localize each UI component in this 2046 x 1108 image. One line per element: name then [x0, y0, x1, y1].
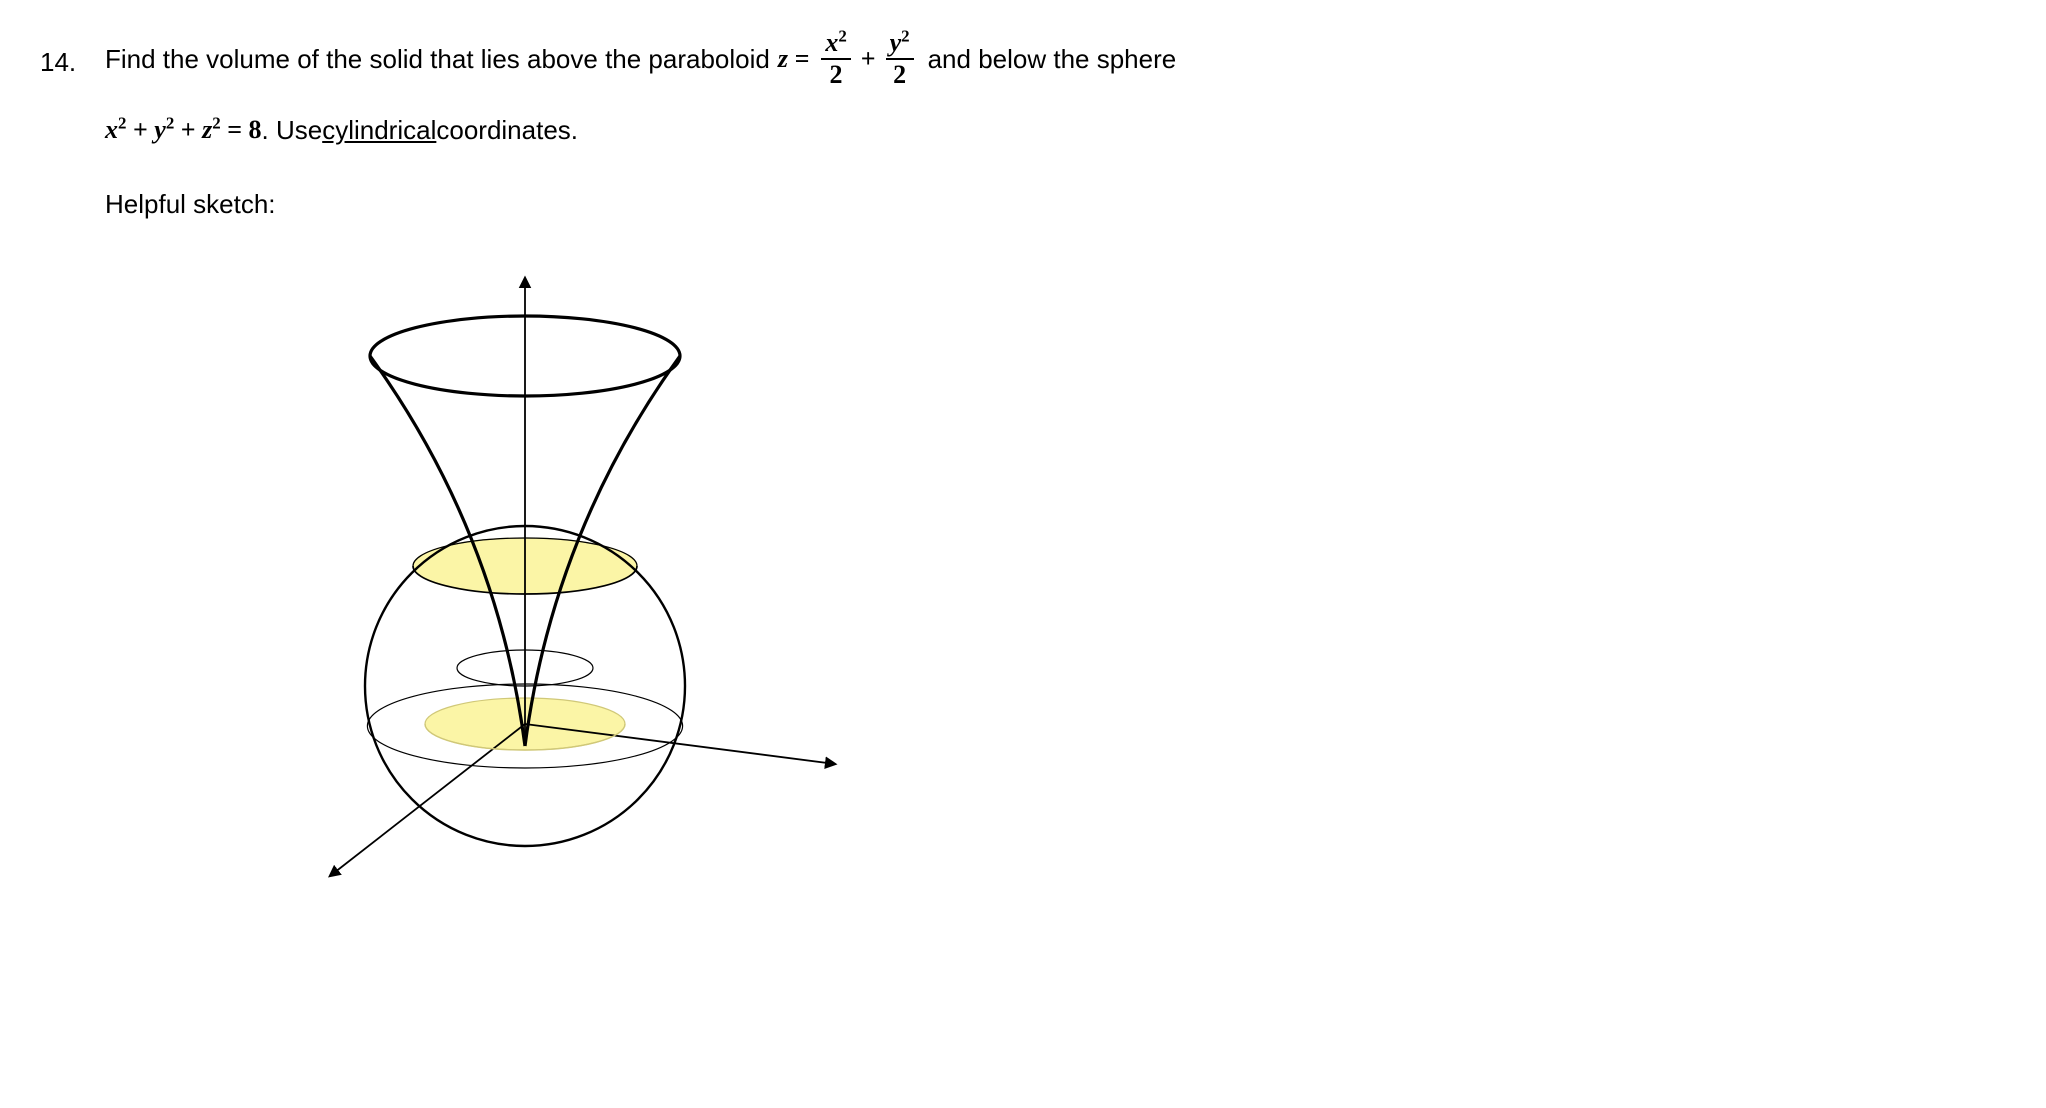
fraction-y2-2: y2 2 — [886, 30, 914, 88]
equation-z-eq: z = — [778, 37, 809, 81]
frac-num-y: y — [890, 28, 902, 57]
fraction-x2-2: x2 2 — [821, 30, 850, 88]
text-segment: Find the volume of the solid that lies a… — [105, 37, 770, 81]
frac-num-x: x — [825, 28, 838, 57]
problem-line-2: x2 + y2 + z2 = 8 . Use cylindrical coord… — [105, 108, 2006, 152]
frac-den-2b: 2 — [889, 60, 910, 88]
page: 14. Find the volume of the solid that li… — [0, 0, 2046, 936]
problem-line-1: Find the volume of the solid that lies a… — [105, 30, 2006, 88]
equation-sphere: x2 + y2 + z2 = 8 — [105, 108, 262, 152]
cylindrical-word: cylindrical — [322, 108, 436, 152]
sketch-label: Helpful sketch: — [105, 182, 2006, 226]
frac-den-2a: 2 — [826, 60, 847, 88]
text-segment: . Use — [262, 108, 323, 152]
problem-number: 14. — [40, 30, 105, 84]
problem-block: 14. Find the volume of the solid that li… — [40, 30, 2006, 906]
problem-body: Find the volume of the solid that lies a… — [105, 30, 2006, 906]
plus-sign: + — [861, 37, 876, 81]
text-segment: and below the sphere — [928, 37, 1177, 81]
text-segment: coordinates. — [436, 108, 578, 152]
paraboloid-sphere-diagram — [225, 256, 875, 906]
sketch-holder — [225, 256, 2006, 906]
